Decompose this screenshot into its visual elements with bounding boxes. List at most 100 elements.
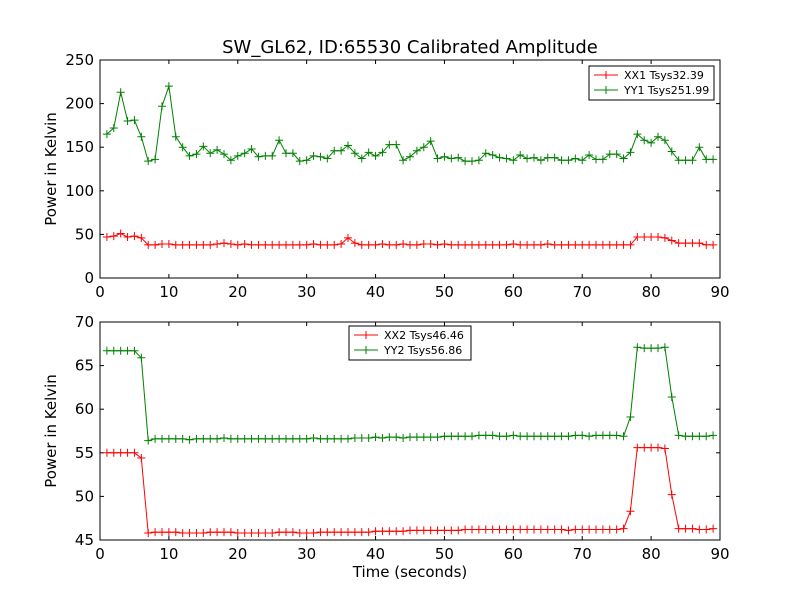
data-point — [275, 528, 284, 537]
data-point — [674, 239, 683, 248]
data-point — [240, 529, 249, 538]
data-point — [295, 529, 304, 538]
legend-box — [588, 65, 715, 101]
data-point — [619, 524, 628, 533]
data-point — [158, 434, 166, 443]
data-point — [350, 528, 359, 537]
data-point — [654, 132, 662, 141]
data-point — [254, 152, 263, 161]
data-point — [350, 239, 359, 248]
data-point — [282, 240, 290, 249]
data-point — [371, 433, 380, 442]
data-point — [536, 156, 545, 165]
data-point — [364, 433, 373, 442]
x-tick-label: 10 — [159, 545, 178, 563]
data-point — [220, 528, 228, 537]
x-tick-label: 30 — [297, 283, 316, 301]
data-point — [667, 392, 676, 401]
data-point — [233, 151, 242, 160]
data-point — [247, 529, 256, 538]
data-point — [123, 233, 132, 242]
legend: XX2 Tsys46.46 YY2 Tsys56.86 — [348, 325, 472, 361]
data-point — [481, 149, 490, 158]
series-1 — [102, 229, 718, 249]
data-point — [316, 152, 325, 161]
data-point — [578, 156, 587, 165]
data-point — [323, 240, 332, 249]
y-axis-label: Power in Kelvin — [42, 374, 60, 488]
data-point — [688, 239, 697, 248]
data-point — [371, 151, 380, 160]
data-point — [130, 232, 139, 241]
y-axis-label: Power in Kelvin — [42, 112, 60, 226]
data-point — [116, 88, 125, 97]
data-point — [226, 239, 235, 248]
data-point — [171, 528, 180, 537]
data-point — [185, 151, 194, 160]
data-point — [344, 233, 352, 242]
data-point — [102, 130, 111, 139]
data-point — [392, 433, 401, 442]
data-point — [350, 433, 359, 442]
data-point — [592, 525, 600, 534]
data-point — [116, 229, 125, 238]
data-point — [433, 240, 442, 249]
data-point — [481, 240, 490, 249]
data-point — [392, 140, 401, 149]
x-tick-label: 90 — [710, 545, 729, 563]
data-point — [509, 431, 518, 440]
data-point — [357, 154, 366, 163]
data-point — [364, 148, 373, 157]
legend-entry: YY1 Tsys251.99 — [623, 84, 709, 97]
data-point — [667, 490, 676, 499]
data-point — [502, 154, 511, 163]
data-point — [509, 239, 518, 248]
data-point — [268, 240, 277, 249]
data-point — [530, 432, 538, 441]
data-point — [674, 156, 683, 165]
data-point — [447, 432, 456, 441]
data-point — [199, 434, 208, 443]
data-point — [206, 434, 215, 443]
data-point — [530, 525, 538, 534]
data-point — [240, 434, 249, 443]
data-point — [330, 146, 339, 155]
data-point — [419, 239, 428, 248]
x-tick-label: 60 — [504, 283, 523, 301]
data-point — [543, 153, 552, 162]
data-point — [488, 151, 497, 160]
data-point — [412, 240, 421, 249]
data-point — [378, 239, 387, 248]
data-point — [633, 343, 642, 352]
data-point — [461, 157, 470, 166]
x-tick-label: 60 — [504, 545, 523, 563]
data-point — [288, 528, 297, 537]
data-point — [571, 154, 580, 163]
data-point — [592, 431, 600, 440]
data-point — [337, 434, 346, 443]
data-point — [282, 434, 290, 443]
data-point — [151, 155, 160, 164]
data-point — [440, 526, 449, 535]
data-point — [585, 432, 594, 441]
data-point — [302, 240, 311, 249]
legend: XX1 Tsys32.39 YY1 Tsys251.99 — [588, 65, 715, 101]
data-point — [605, 431, 614, 440]
data-point — [199, 529, 208, 538]
data-point — [206, 528, 215, 537]
data-point — [130, 116, 139, 125]
y-tick-label: 250 — [65, 51, 94, 69]
data-point — [364, 240, 373, 249]
figure-title: SW_GL62, ID:65530 Calibrated Amplitude — [222, 37, 598, 58]
data-point — [640, 344, 649, 353]
data-point — [192, 529, 201, 538]
data-point — [530, 240, 538, 249]
data-point — [171, 132, 180, 141]
data-point — [178, 529, 187, 538]
data-point — [192, 434, 201, 443]
data-point — [295, 434, 304, 443]
data-point — [488, 525, 497, 534]
data-point — [481, 525, 490, 534]
data-point — [178, 143, 187, 152]
data-point — [709, 240, 718, 249]
